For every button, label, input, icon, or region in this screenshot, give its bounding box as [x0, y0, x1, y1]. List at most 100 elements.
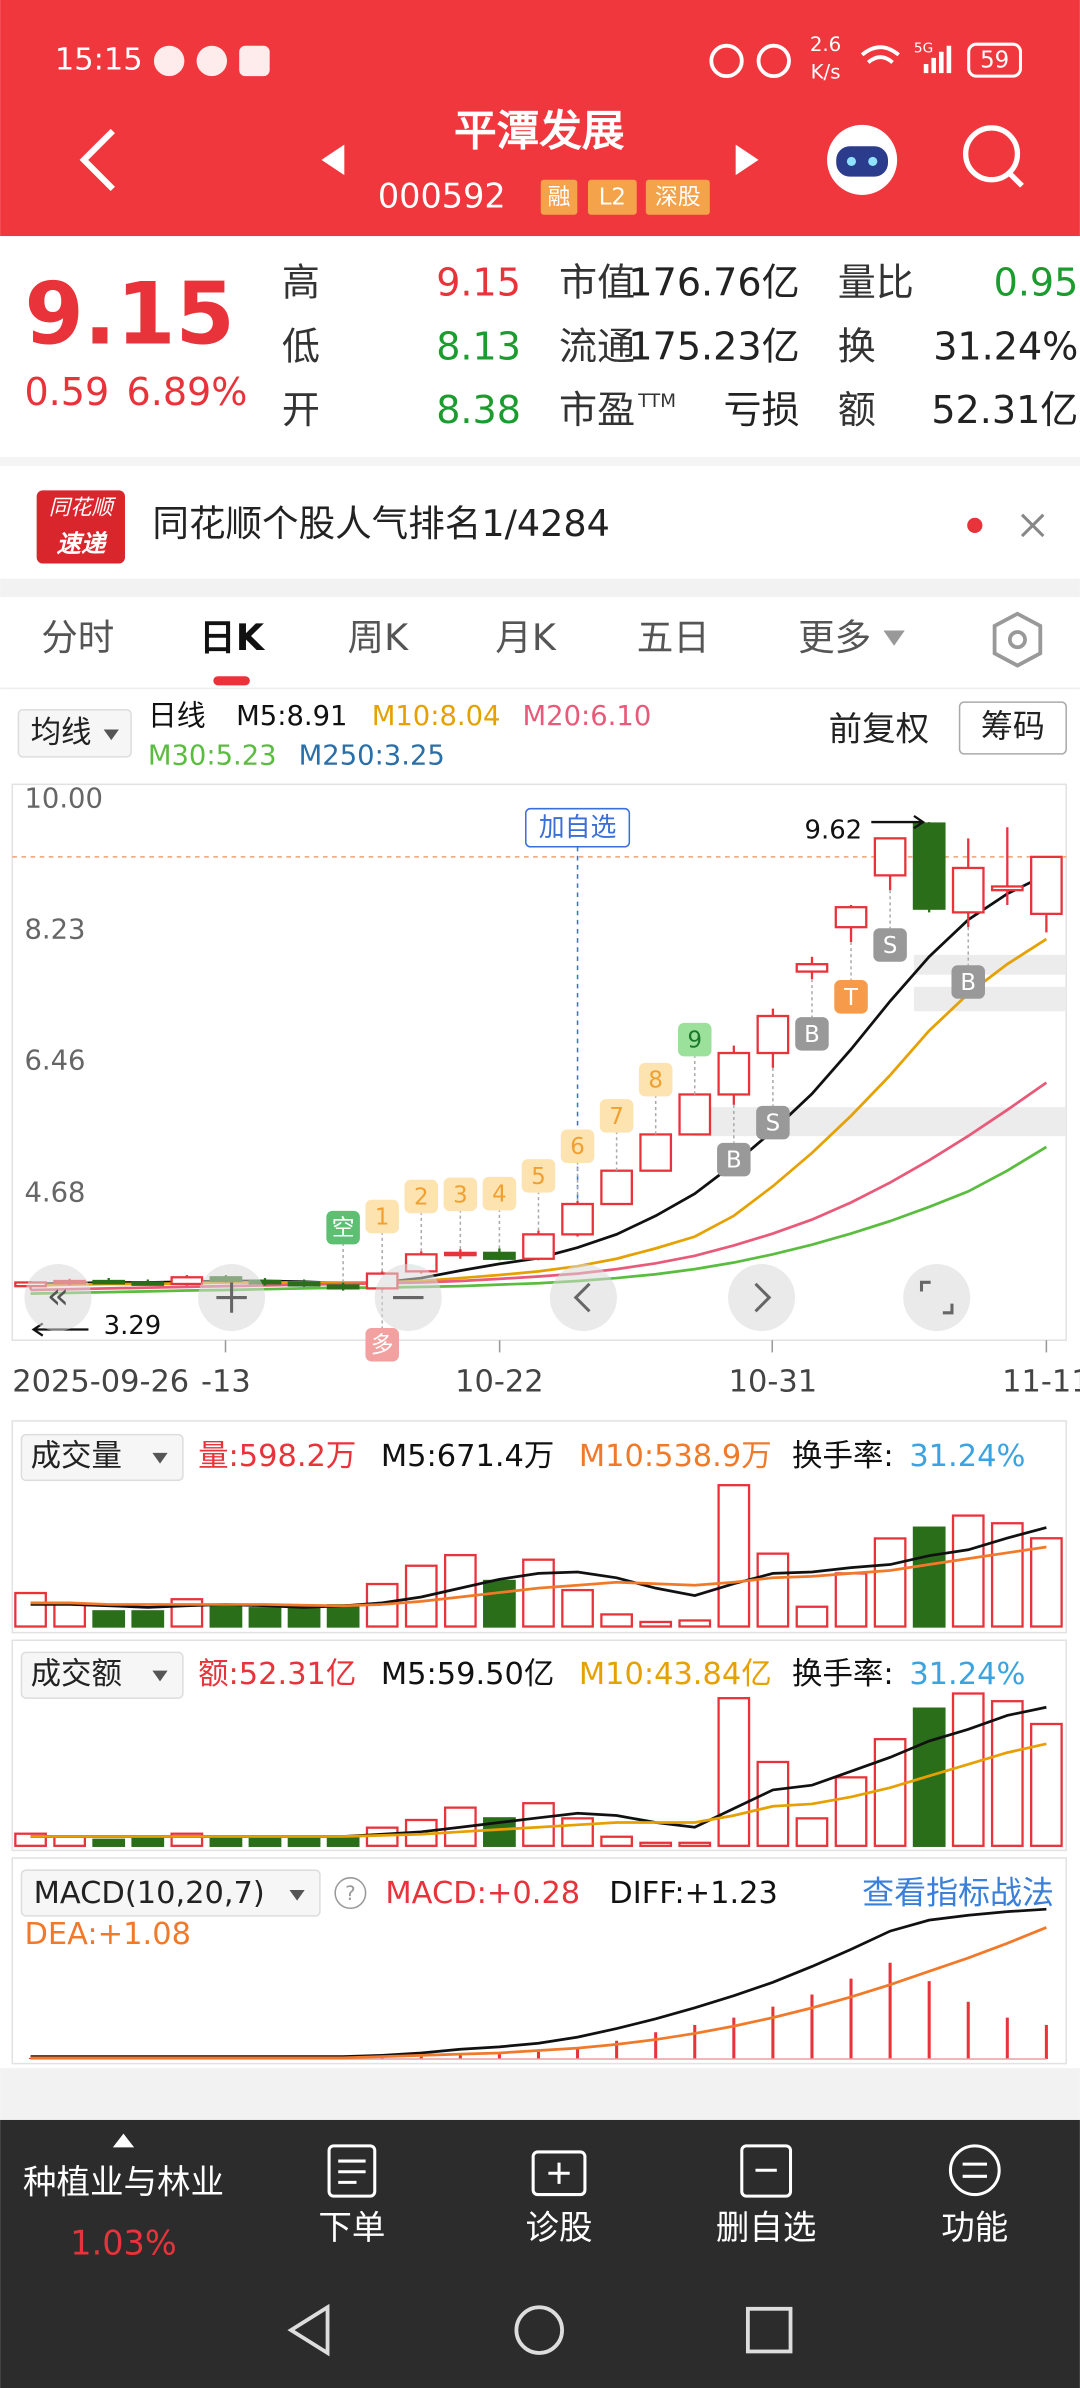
signal-label: 1 [375, 1205, 390, 1231]
zoom-back[interactable] [24, 1264, 92, 1332]
ma-button[interactable] [17, 708, 132, 758]
prev-stock[interactable] [321, 144, 345, 176]
tab[interactable]: 分时 [41, 616, 114, 659]
signal-box [482, 1176, 517, 1211]
tabs: 分时 日K 周K 月K 五日 更多 [41, 616, 871, 686]
max-label: 9.62 [805, 816, 863, 846]
stock-name: 平潭发展 [454, 107, 625, 157]
candle-body [951, 866, 985, 914]
action-label[interactable]: 诊股 [526, 2208, 593, 2247]
signal-box [365, 1327, 399, 1362]
assistant-face [836, 146, 888, 177]
fullscreen[interactable] [903, 1264, 971, 1332]
stat-label: 流通 [559, 324, 635, 368]
back-button[interactable] [79, 128, 115, 192]
macd-button[interactable] [20, 1869, 321, 1917]
volume-button[interactable] [20, 1433, 184, 1482]
divider [0, 2068, 1080, 2120]
change-pct: 6.89% [127, 370, 248, 414]
tab[interactable]: 月K [495, 616, 557, 659]
tab[interactable]: 更多 [798, 616, 871, 659]
bar [248, 1607, 282, 1628]
action-label[interactable]: 功能 [941, 2208, 1008, 2247]
signal-label: 5 [531, 1164, 546, 1190]
panel-title[interactable]: MACD(10,20,7) [34, 1876, 265, 1911]
actions: 下单 诊股 删自选 功能 [318, 2208, 1008, 2247]
scroll-right[interactable] [728, 1264, 796, 1332]
control-glyph [573, 1282, 591, 1313]
bar [678, 1841, 712, 1847]
bar [795, 1817, 829, 1847]
candle-body [522, 1233, 555, 1260]
function-icon [962, 2162, 987, 2178]
stat-label: 高 [282, 260, 320, 304]
bar [951, 1692, 985, 1847]
sub-charts: 成交量 量:598.2万 M5:671.4万 M10:538.9万 换手率: 31.24%… [14, 1439, 1063, 2060]
candle-body [326, 1284, 360, 1290]
bar [834, 1776, 868, 1847]
signal-box [404, 1179, 439, 1214]
nav-home[interactable] [514, 2305, 564, 2355]
signal-label: 6 [570, 1134, 585, 1160]
adjust[interactable]: 前复权 [829, 710, 929, 749]
indicator-link[interactable]: 查看指标战法 [862, 1874, 1054, 1912]
panel-legend: M5:671.4万 [381, 1439, 554, 1474]
logo-top: 同花顺 [49, 496, 117, 521]
watch-tag-label[interactable]: 加自选 [539, 813, 617, 843]
action-label[interactable]: 删自选 [716, 2208, 817, 2247]
ma-button-label: 均线 [31, 716, 92, 751]
divider [0, 578, 1080, 597]
assistant-eye [846, 156, 857, 167]
ma-line [30, 1081, 1048, 1292]
signal-box [678, 1022, 712, 1057]
scroll-left[interactable] [549, 1264, 617, 1332]
chip-button[interactable] [958, 701, 1067, 755]
period: 日线 [148, 698, 206, 732]
chip-zone [913, 986, 1067, 1012]
candle-body [834, 906, 868, 929]
tab[interactable]: 五日 [637, 616, 710, 659]
nav-back[interactable] [287, 2303, 330, 2357]
candle-body [287, 1281, 321, 1287]
nav-recent[interactable] [745, 2306, 793, 2354]
signal-box [326, 1210, 360, 1245]
price: 9.15 [24, 265, 234, 364]
panel-legend: M10:43.84亿 [579, 1657, 772, 1692]
next-stock[interactable] [735, 144, 759, 176]
status-icon [196, 45, 228, 77]
tab[interactable]: 日K [199, 616, 266, 659]
amount-button[interactable] [20, 1651, 184, 1699]
indicator-line [30, 1742, 1047, 1838]
candle-body [483, 1251, 516, 1260]
function-icon [948, 2144, 1001, 2197]
signal-box [443, 1177, 478, 1212]
panel-legend: M5:59.50亿 [381, 1657, 554, 1692]
battery-level: 59 [980, 47, 1009, 73]
expand-arrow [112, 2133, 135, 2148]
search-button[interactable] [963, 125, 1021, 183]
indicator-line [30, 1926, 1047, 2060]
tab[interactable]: 周K [348, 616, 410, 659]
bar [522, 1558, 555, 1628]
settings-button[interactable] [992, 611, 1043, 668]
max-arrow [871, 815, 926, 830]
stat-label-sup: TTM [637, 391, 676, 412]
help-icon[interactable] [334, 1877, 367, 1910]
tab-indicator [213, 676, 250, 686]
stat-label: 低 [282, 324, 320, 368]
close-banner[interactable] [1020, 513, 1045, 538]
panel-title[interactable]: 成交量 [31, 1439, 122, 1474]
panel-title[interactable]: 成交额 [31, 1657, 122, 1692]
candle-body [717, 1051, 751, 1096]
panel-legend: 31.24% [909, 1657, 1025, 1692]
action-label[interactable]: 下单 [318, 2208, 385, 2247]
min-label: 3.29 [104, 1311, 162, 1341]
bar [795, 1605, 829, 1628]
bottom-bar [0, 2119, 1080, 2388]
tag [587, 179, 637, 215]
signal-box [365, 1199, 399, 1234]
tag-label: L2 [599, 184, 626, 210]
banner-text[interactable]: 同花顺个股人气排名1/4284 [152, 502, 609, 545]
sector-name[interactable]: 种植业与林业 [23, 2162, 224, 2201]
